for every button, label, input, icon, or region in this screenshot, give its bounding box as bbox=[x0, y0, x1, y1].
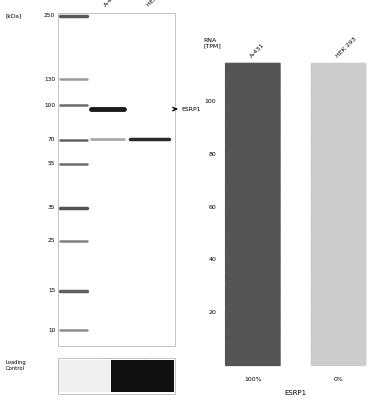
Text: [kDa]: [kDa] bbox=[6, 13, 22, 18]
FancyBboxPatch shape bbox=[225, 144, 281, 157]
FancyBboxPatch shape bbox=[311, 342, 366, 354]
FancyBboxPatch shape bbox=[225, 121, 281, 133]
FancyBboxPatch shape bbox=[225, 249, 281, 261]
FancyBboxPatch shape bbox=[311, 226, 366, 238]
Text: 25: 25 bbox=[48, 238, 55, 243]
FancyBboxPatch shape bbox=[225, 179, 281, 192]
FancyBboxPatch shape bbox=[58, 13, 175, 346]
Text: 0%: 0% bbox=[334, 377, 343, 382]
FancyBboxPatch shape bbox=[311, 202, 366, 215]
FancyBboxPatch shape bbox=[311, 354, 366, 366]
FancyBboxPatch shape bbox=[311, 98, 366, 110]
FancyBboxPatch shape bbox=[311, 214, 366, 226]
Text: 130: 130 bbox=[44, 77, 55, 82]
FancyBboxPatch shape bbox=[225, 191, 281, 203]
FancyBboxPatch shape bbox=[311, 74, 366, 87]
FancyBboxPatch shape bbox=[225, 354, 281, 366]
FancyBboxPatch shape bbox=[311, 191, 366, 203]
FancyBboxPatch shape bbox=[225, 168, 281, 180]
FancyBboxPatch shape bbox=[311, 109, 366, 122]
Text: A-431: A-431 bbox=[103, 0, 120, 8]
Text: 10: 10 bbox=[48, 328, 55, 333]
FancyBboxPatch shape bbox=[225, 86, 281, 98]
FancyBboxPatch shape bbox=[311, 319, 366, 331]
Text: 40: 40 bbox=[208, 257, 217, 262]
FancyBboxPatch shape bbox=[311, 63, 366, 75]
Text: 100%: 100% bbox=[244, 377, 262, 382]
FancyBboxPatch shape bbox=[225, 132, 281, 145]
FancyBboxPatch shape bbox=[225, 214, 281, 226]
FancyBboxPatch shape bbox=[311, 237, 366, 250]
FancyBboxPatch shape bbox=[225, 342, 281, 354]
Text: A-431: A-431 bbox=[249, 42, 266, 58]
FancyBboxPatch shape bbox=[311, 144, 366, 157]
Text: ESRP1: ESRP1 bbox=[182, 106, 201, 112]
Text: 60: 60 bbox=[209, 204, 217, 210]
FancyBboxPatch shape bbox=[58, 358, 175, 394]
Text: 100: 100 bbox=[44, 102, 55, 108]
FancyBboxPatch shape bbox=[225, 330, 281, 343]
FancyBboxPatch shape bbox=[225, 98, 281, 110]
Text: 15: 15 bbox=[48, 288, 55, 293]
FancyBboxPatch shape bbox=[225, 260, 281, 273]
FancyBboxPatch shape bbox=[225, 307, 281, 320]
FancyBboxPatch shape bbox=[311, 168, 366, 180]
FancyBboxPatch shape bbox=[311, 121, 366, 133]
FancyBboxPatch shape bbox=[311, 307, 366, 320]
FancyBboxPatch shape bbox=[311, 284, 366, 296]
FancyBboxPatch shape bbox=[225, 202, 281, 215]
FancyBboxPatch shape bbox=[225, 284, 281, 296]
FancyBboxPatch shape bbox=[225, 296, 281, 308]
Text: 35: 35 bbox=[48, 205, 55, 210]
FancyBboxPatch shape bbox=[311, 296, 366, 308]
FancyBboxPatch shape bbox=[311, 132, 366, 145]
Text: ESRP1: ESRP1 bbox=[285, 390, 307, 396]
FancyBboxPatch shape bbox=[225, 63, 281, 75]
Text: 250: 250 bbox=[44, 13, 55, 18]
FancyBboxPatch shape bbox=[225, 237, 281, 250]
FancyBboxPatch shape bbox=[225, 226, 281, 238]
FancyBboxPatch shape bbox=[311, 260, 366, 273]
FancyBboxPatch shape bbox=[311, 272, 366, 285]
Text: RNA
[TPM]: RNA [TPM] bbox=[204, 38, 221, 49]
FancyBboxPatch shape bbox=[311, 330, 366, 343]
FancyBboxPatch shape bbox=[311, 86, 366, 98]
Text: 80: 80 bbox=[209, 152, 217, 157]
FancyBboxPatch shape bbox=[225, 156, 281, 168]
FancyBboxPatch shape bbox=[311, 249, 366, 261]
Text: 20: 20 bbox=[208, 310, 217, 315]
Text: 70: 70 bbox=[48, 138, 55, 142]
FancyBboxPatch shape bbox=[225, 109, 281, 122]
FancyBboxPatch shape bbox=[225, 319, 281, 331]
Text: 100: 100 bbox=[205, 99, 217, 104]
Text: High: High bbox=[100, 358, 113, 363]
FancyBboxPatch shape bbox=[311, 179, 366, 192]
FancyBboxPatch shape bbox=[225, 272, 281, 285]
Text: Low: Low bbox=[144, 358, 155, 363]
Text: HEK 293: HEK 293 bbox=[335, 36, 357, 58]
Text: 55: 55 bbox=[48, 161, 55, 166]
FancyBboxPatch shape bbox=[311, 156, 366, 168]
Text: Loading
Control: Loading Control bbox=[6, 360, 26, 371]
FancyBboxPatch shape bbox=[225, 74, 281, 87]
Text: HEK 293: HEK 293 bbox=[146, 0, 168, 8]
